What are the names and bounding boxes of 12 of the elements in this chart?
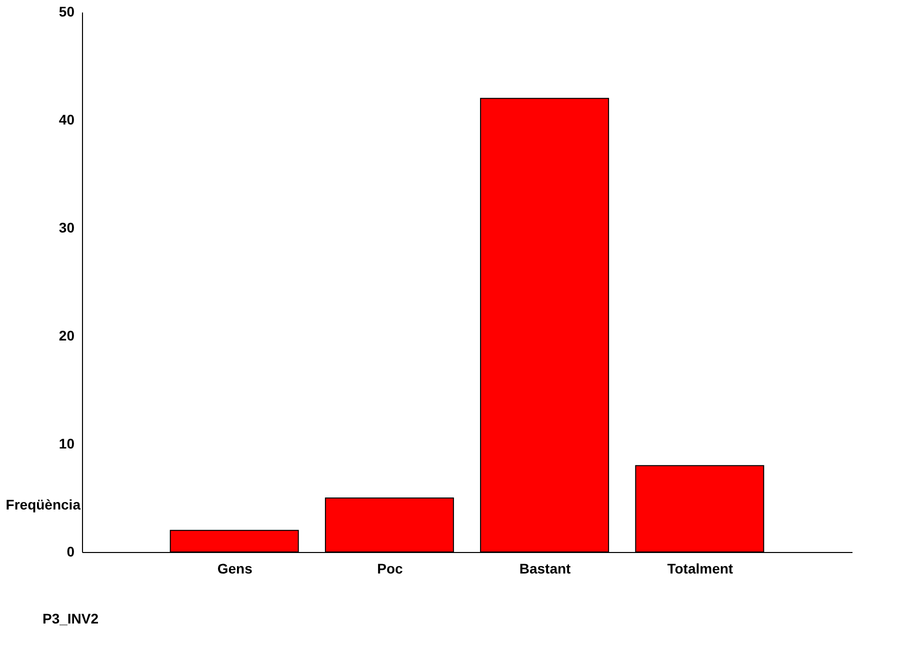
x-axis-title: P3_INV2: [42, 610, 99, 626]
x-tick-label: Gens: [217, 560, 253, 576]
y-tick-label: 0: [66, 544, 75, 560]
y-tick-label: 20: [58, 328, 75, 344]
x-tick-label: Poc: [377, 560, 403, 576]
x-tick-label: Bastant: [519, 560, 572, 576]
y-tick-label: 30: [58, 220, 75, 236]
y-tick-label: 50: [58, 4, 75, 20]
x-tick-label: Totalment: [667, 560, 734, 576]
y-tick-label: 10: [58, 436, 75, 452]
y-axis-title: Freqüència: [6, 496, 81, 512]
y-tick-label: 40: [58, 112, 75, 128]
